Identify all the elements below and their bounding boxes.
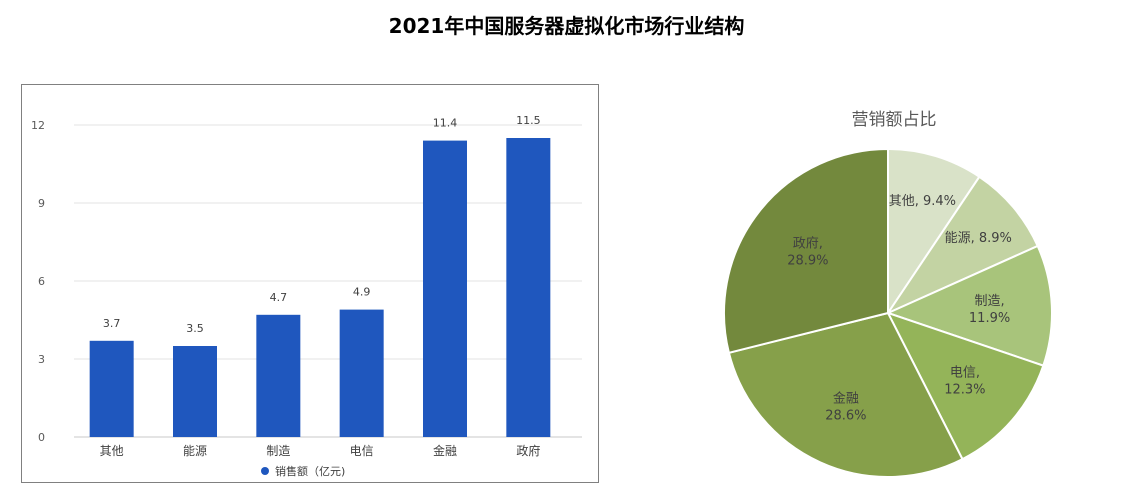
bar-data-label: 11.5: [516, 114, 541, 127]
x-tick-label: 电信: [350, 444, 374, 458]
pie-slice: [727, 311, 964, 478]
x-tick-label: 其他: [100, 444, 124, 458]
bar: [506, 138, 551, 437]
pie-slice: [887, 147, 981, 317]
pie-slice-percent: 12.3%: [944, 383, 985, 398]
y-tick-label: 6: [38, 275, 45, 288]
y-tick-label: 0: [38, 431, 45, 444]
bar: [89, 340, 134, 437]
bar-data-label: 11.4: [433, 117, 458, 130]
pie-slice-label: 制造,: [974, 294, 1004, 309]
y-tick-label: 12: [31, 119, 45, 132]
pie-slice-label: 电信,: [950, 366, 980, 381]
bar: [339, 309, 384, 437]
bar-data-label: 4.7: [270, 291, 288, 304]
bar-data-label: 3.5: [186, 322, 204, 335]
x-tick-label: 制造: [266, 444, 290, 458]
pie-slice-label: 金融: [833, 391, 859, 407]
bar: [256, 314, 301, 437]
bar-data-label: 3.7: [103, 317, 121, 330]
pie-slice: [885, 175, 1040, 316]
bar-chart: 0 3 6 9 12 3.7 其他 3.5 能源 4.7 制造 4.9 电信 11.4 金融 11.5 政府销售…: [31, 114, 582, 478]
bar: [173, 346, 217, 437]
pie-slice: [885, 244, 1053, 367]
legend-marker: [261, 467, 269, 475]
x-tick-label: 金融: [433, 443, 457, 458]
bar: [423, 140, 467, 437]
y-tick-label: 9: [38, 197, 45, 210]
pie-slice-label: 其他, 9.4%: [889, 194, 956, 209]
pie-slice-percent: 28.6%: [825, 409, 866, 424]
pie-slice: [723, 147, 889, 355]
bar-data-label: 4.9: [353, 286, 371, 299]
bar-chart-panel: 0 3 6 9 12 3.7 其他 3.5 能源 4.7 制造 4.9 电信 11.4 金融 11.5 政府销售…: [21, 84, 599, 483]
x-tick-label: 政府: [516, 443, 540, 458]
x-tick-label: 能源: [183, 444, 207, 458]
y-tick-label: 3: [38, 353, 45, 366]
pie-slice-label: 能源, 8.9%: [945, 231, 1012, 246]
pie-slice-percent: 11.9%: [969, 311, 1010, 326]
legend-label: 销售额（亿元): [275, 464, 345, 478]
pie-slice-label: 政府,: [793, 236, 823, 251]
pie-slice-percent: 28.9%: [787, 253, 828, 268]
pie-chart-panel: 营销额占比其他, 9.4% 能源, 8.9% 制造, 11.9% 电信, 12.3% 金融 2…: [700, 95, 1100, 495]
pie-title: 营销额占比: [852, 110, 937, 130]
page-title: 2021年中国服务器虚拟化市场行业结构: [388, 14, 745, 38]
pie-slice: [885, 311, 1045, 461]
